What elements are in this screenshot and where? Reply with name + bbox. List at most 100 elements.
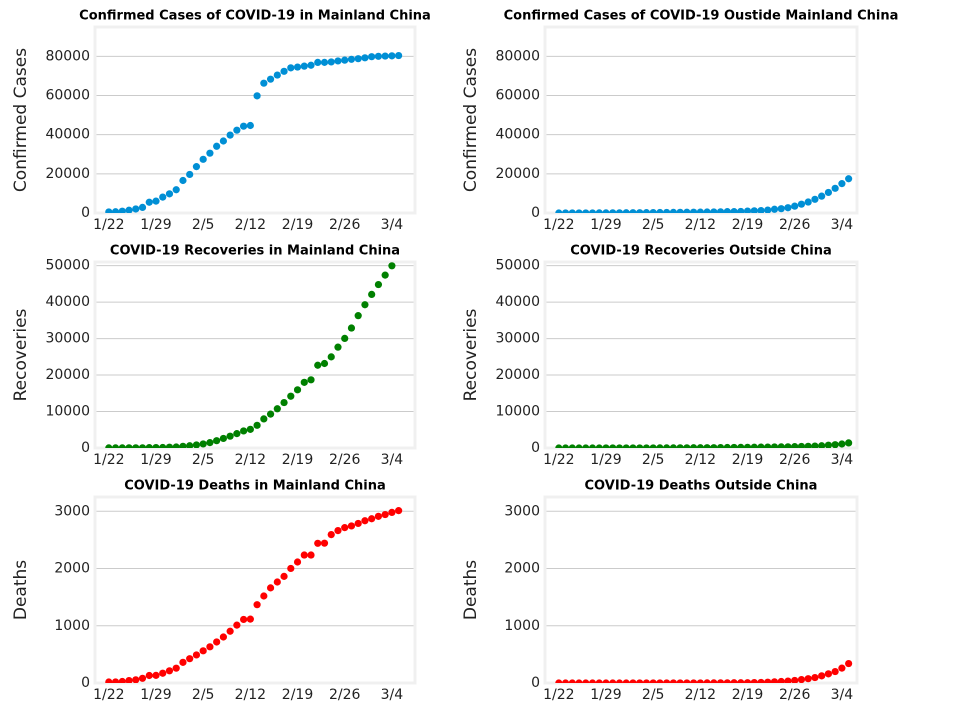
dot (334, 343, 342, 351)
dot (797, 675, 806, 683)
y-tick-label: 2000 (54, 561, 90, 577)
dot (186, 655, 194, 663)
dot (320, 359, 329, 368)
dot (240, 615, 248, 624)
dot (743, 443, 752, 448)
dot (219, 137, 227, 145)
dot (757, 206, 765, 213)
dot (219, 633, 227, 641)
dot (723, 208, 731, 213)
x-tick-label: 2/12 (685, 217, 716, 233)
y-tick-label: 1000 (54, 618, 90, 634)
x-tick-label: 3/4 (381, 217, 404, 233)
dot (280, 67, 288, 75)
dot (280, 572, 288, 580)
dot (588, 444, 597, 448)
dot (582, 209, 590, 213)
dot (226, 432, 234, 440)
dot (811, 195, 819, 203)
x-tick-label: 2/26 (329, 687, 361, 703)
dot (320, 539, 329, 547)
x-tick-label: 1/29 (140, 452, 171, 468)
dot (561, 444, 570, 448)
y-tick-label: 50000 (495, 258, 540, 274)
dot (696, 208, 704, 213)
dot (575, 679, 583, 683)
dot (260, 415, 268, 423)
chart-title: COVID-19 Recoveries Outside China (570, 244, 832, 259)
dot (609, 209, 617, 213)
y-axis-label: Deaths (461, 560, 481, 620)
dot (273, 578, 281, 586)
x-tick-label: 3/4 (381, 452, 404, 468)
x-tick-label: 2/5 (642, 452, 665, 468)
dot (374, 52, 383, 60)
dot (347, 324, 356, 332)
dot (615, 209, 624, 213)
dot (172, 186, 180, 194)
dot (179, 658, 187, 666)
dot (831, 667, 839, 676)
y-tick-label: 1000 (504, 618, 540, 634)
dot (602, 679, 610, 683)
y-tick-label: 20000 (495, 367, 540, 383)
dot (582, 444, 590, 448)
dot (737, 207, 745, 213)
dot (784, 204, 792, 212)
dot (730, 208, 738, 213)
dot (750, 443, 758, 448)
dot (690, 444, 698, 448)
dot (824, 441, 833, 448)
y-tick-label: 2000 (504, 561, 540, 577)
dot (246, 121, 254, 130)
dot (213, 142, 221, 150)
dot (784, 677, 792, 683)
dot (791, 443, 799, 448)
dot (233, 621, 241, 629)
x-tick-label: 1/22 (93, 217, 124, 233)
dot (568, 209, 576, 213)
dot (246, 425, 254, 433)
dot (199, 440, 207, 448)
dot (388, 52, 396, 60)
dot (845, 175, 853, 183)
dot (354, 312, 362, 320)
dot (192, 651, 201, 659)
y-tick-label: 0 (531, 205, 540, 221)
x-tick-label: 2/19 (282, 452, 313, 468)
dot (165, 190, 174, 198)
dot (152, 197, 160, 205)
y-axis-label: Confirmed Cases (461, 48, 481, 192)
dot (642, 444, 651, 448)
x-tick-label: 1/29 (140, 687, 171, 703)
dot (152, 671, 160, 679)
dot (770, 443, 779, 448)
dot (845, 659, 853, 668)
x-tick-label: 2/12 (235, 452, 266, 468)
dot (165, 667, 174, 675)
dot (811, 673, 819, 682)
dot (138, 203, 147, 211)
plot-area (555, 439, 853, 448)
y-tick-label: 3000 (54, 503, 90, 519)
dot (132, 205, 140, 213)
dot (388, 508, 396, 516)
dot (354, 55, 362, 63)
dot (777, 677, 785, 683)
dot (334, 57, 342, 65)
dot (179, 176, 187, 185)
dot (676, 208, 684, 213)
y-tick-label: 10000 (45, 404, 90, 420)
dot (314, 539, 322, 547)
dot (125, 676, 133, 683)
x-tick-label: 1/22 (93, 687, 124, 703)
dot (845, 439, 853, 447)
dot (253, 421, 261, 429)
y-tick-label: 0 (531, 440, 540, 456)
dot (111, 208, 120, 213)
plot-area (555, 175, 853, 213)
dot (838, 180, 846, 188)
dot (636, 209, 644, 213)
dot (804, 675, 812, 683)
dot (716, 208, 725, 213)
